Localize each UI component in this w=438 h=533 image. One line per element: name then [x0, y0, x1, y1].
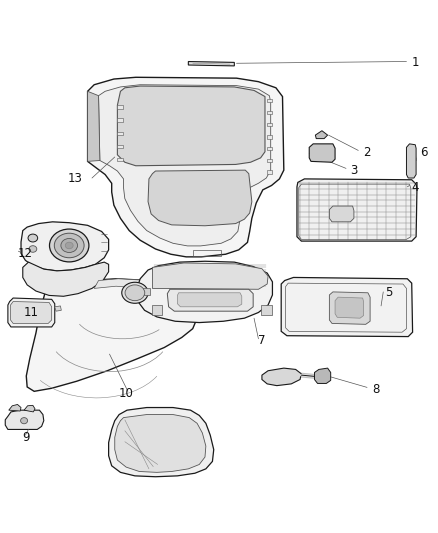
Polygon shape	[314, 368, 331, 383]
Text: 3: 3	[350, 164, 358, 176]
Polygon shape	[117, 158, 123, 161]
Polygon shape	[55, 306, 61, 311]
Text: 8: 8	[372, 383, 380, 395]
Polygon shape	[115, 415, 206, 472]
Polygon shape	[88, 77, 284, 257]
Polygon shape	[267, 110, 272, 114]
Polygon shape	[137, 261, 272, 322]
Polygon shape	[281, 278, 413, 336]
Polygon shape	[94, 279, 196, 311]
Text: 4: 4	[412, 181, 419, 194]
Text: 11: 11	[24, 306, 39, 319]
Polygon shape	[335, 297, 364, 318]
Ellipse shape	[122, 282, 148, 303]
Polygon shape	[309, 144, 335, 162]
Polygon shape	[99, 85, 271, 246]
Polygon shape	[8, 298, 55, 327]
Text: 5: 5	[385, 286, 393, 300]
Ellipse shape	[54, 233, 84, 258]
Ellipse shape	[61, 238, 78, 253]
Polygon shape	[152, 305, 162, 314]
Polygon shape	[138, 287, 150, 295]
Polygon shape	[117, 145, 123, 148]
Polygon shape	[267, 147, 272, 150]
Ellipse shape	[125, 285, 145, 301]
Polygon shape	[11, 302, 52, 324]
Polygon shape	[23, 262, 109, 296]
Polygon shape	[406, 144, 416, 178]
Polygon shape	[117, 132, 123, 135]
Text: 6: 6	[420, 146, 428, 159]
Polygon shape	[24, 405, 35, 412]
Text: 2: 2	[364, 146, 371, 159]
Polygon shape	[267, 99, 272, 102]
Polygon shape	[329, 206, 354, 222]
Text: 1: 1	[412, 56, 419, 69]
Polygon shape	[267, 159, 272, 162]
Polygon shape	[267, 123, 272, 126]
Ellipse shape	[28, 234, 38, 242]
Ellipse shape	[49, 229, 89, 262]
Ellipse shape	[65, 242, 73, 249]
Polygon shape	[148, 170, 252, 226]
Polygon shape	[117, 118, 123, 122]
Polygon shape	[262, 368, 301, 386]
Polygon shape	[167, 289, 253, 311]
Text: 9: 9	[22, 431, 29, 444]
Polygon shape	[315, 131, 328, 139]
Polygon shape	[9, 405, 21, 411]
Ellipse shape	[21, 418, 28, 424]
Polygon shape	[188, 61, 234, 66]
Text: 13: 13	[68, 172, 83, 185]
Polygon shape	[297, 179, 417, 241]
Polygon shape	[5, 410, 44, 430]
Text: 7: 7	[258, 335, 266, 348]
Ellipse shape	[29, 246, 37, 252]
Text: 10: 10	[118, 387, 133, 400]
Polygon shape	[329, 292, 370, 324]
Polygon shape	[117, 86, 265, 166]
Text: 12: 12	[18, 247, 32, 260]
Polygon shape	[88, 91, 100, 161]
Polygon shape	[267, 135, 272, 139]
Polygon shape	[109, 408, 214, 477]
Polygon shape	[177, 293, 242, 307]
Polygon shape	[152, 263, 268, 289]
Polygon shape	[117, 106, 123, 109]
Polygon shape	[26, 279, 197, 391]
Polygon shape	[261, 305, 272, 314]
Polygon shape	[21, 222, 109, 271]
Polygon shape	[267, 170, 272, 174]
